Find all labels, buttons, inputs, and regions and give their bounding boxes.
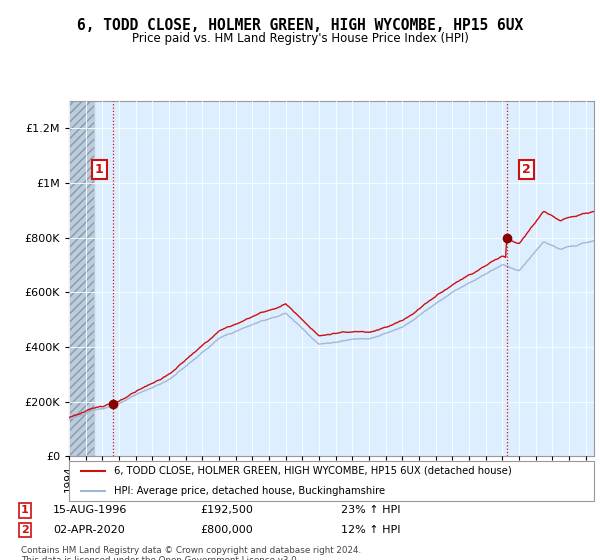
Text: 2: 2 — [522, 163, 531, 176]
FancyBboxPatch shape — [69, 461, 594, 501]
Text: 1: 1 — [21, 506, 29, 515]
Text: 23% ↑ HPI: 23% ↑ HPI — [341, 506, 401, 515]
Text: Price paid vs. HM Land Registry's House Price Index (HPI): Price paid vs. HM Land Registry's House … — [131, 31, 469, 45]
Bar — [69, 101, 94, 456]
Bar — [69, 101, 94, 456]
Text: 12% ↑ HPI: 12% ↑ HPI — [341, 525, 401, 535]
Text: 6, TODD CLOSE, HOLMER GREEN, HIGH WYCOMBE, HP15 6UX: 6, TODD CLOSE, HOLMER GREEN, HIGH WYCOMB… — [77, 18, 523, 32]
Text: £192,500: £192,500 — [200, 506, 253, 515]
Text: 1: 1 — [95, 163, 104, 176]
Text: 2: 2 — [21, 525, 29, 535]
Text: 02-APR-2020: 02-APR-2020 — [53, 525, 125, 535]
Text: Contains HM Land Registry data © Crown copyright and database right 2024.
This d: Contains HM Land Registry data © Crown c… — [21, 546, 361, 560]
Text: 15-AUG-1996: 15-AUG-1996 — [53, 506, 128, 515]
Text: £800,000: £800,000 — [200, 525, 253, 535]
Text: HPI: Average price, detached house, Buckinghamshire: HPI: Average price, detached house, Buck… — [113, 486, 385, 496]
Text: 6, TODD CLOSE, HOLMER GREEN, HIGH WYCOMBE, HP15 6UX (detached house): 6, TODD CLOSE, HOLMER GREEN, HIGH WYCOMB… — [113, 466, 511, 476]
